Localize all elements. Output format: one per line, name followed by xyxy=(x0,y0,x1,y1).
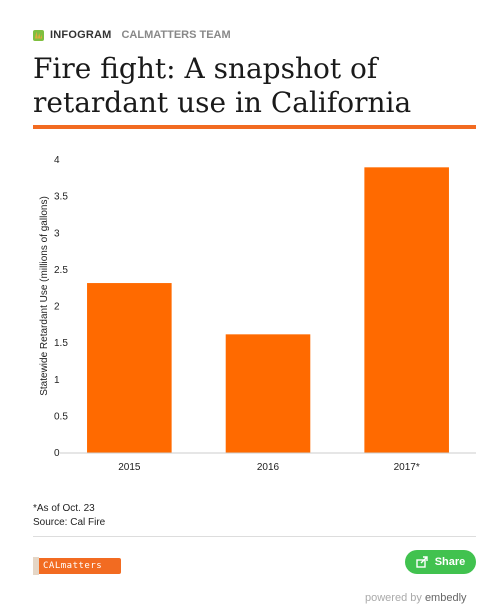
share-label: Share xyxy=(434,556,466,568)
infogram-logo-icon xyxy=(33,29,44,41)
x-tick-label: 2017* xyxy=(394,462,420,473)
y-tick-label: 2.5 xyxy=(54,265,68,276)
embedly-brand: embedly xyxy=(424,592,467,604)
y-tick-label: 1.5 xyxy=(54,338,68,349)
y-tick-label: 1 xyxy=(54,375,60,386)
infogram-brand: INFOGRAM xyxy=(50,29,112,41)
title-underline xyxy=(33,125,476,129)
y-tick-label: 3 xyxy=(54,228,60,239)
share-button[interactable]: Share xyxy=(405,550,476,574)
footnote-note: *As of Oct. 23 xyxy=(33,503,95,514)
bar-2017[interactable] xyxy=(364,167,449,453)
x-ticks: 2015 2016 2017* xyxy=(118,462,420,473)
x-tick-label: 2015 xyxy=(118,462,141,473)
author-team: CALMATTERS TEAM xyxy=(121,29,231,41)
bars xyxy=(87,167,449,453)
footnote: *As of Oct. 23 Source: Cal Fire xyxy=(33,502,105,530)
infogram-header: INFOGRAM CALMATTERS TEAM xyxy=(33,29,231,41)
bar-chart: Statewide Retardant Use (millions of gal… xyxy=(39,155,476,473)
x-tick-label: 2016 xyxy=(257,462,280,473)
footer-divider xyxy=(33,536,476,537)
y-axis-title: Statewide Retardant Use (millions of gal… xyxy=(39,196,50,396)
bar-2015[interactable] xyxy=(87,283,172,453)
bar-2016[interactable] xyxy=(225,334,311,453)
y-tick-label: 2 xyxy=(54,302,60,313)
y-tick-label: 3.5 xyxy=(54,192,68,203)
share-icon xyxy=(416,556,428,568)
calmatters-logo[interactable]: CALmatters xyxy=(33,557,121,575)
y-tick-label: 0.5 xyxy=(54,411,68,422)
calmatters-logo-text: CALmatters xyxy=(43,561,103,571)
y-tick-label: 0 xyxy=(54,448,60,459)
powered-by[interactable]: powered by embedly xyxy=(365,592,467,604)
chart-title: Fire fight: A snapshot of retardant use … xyxy=(33,52,412,119)
y-tick-label: 4 xyxy=(54,155,60,166)
y-ticks: 0 0.5 1 1.5 2 2.5 3 3.5 4 xyxy=(54,155,68,459)
footnote-source: Source: Cal Fire xyxy=(33,517,106,528)
powered-prefix: powered by xyxy=(365,592,422,604)
